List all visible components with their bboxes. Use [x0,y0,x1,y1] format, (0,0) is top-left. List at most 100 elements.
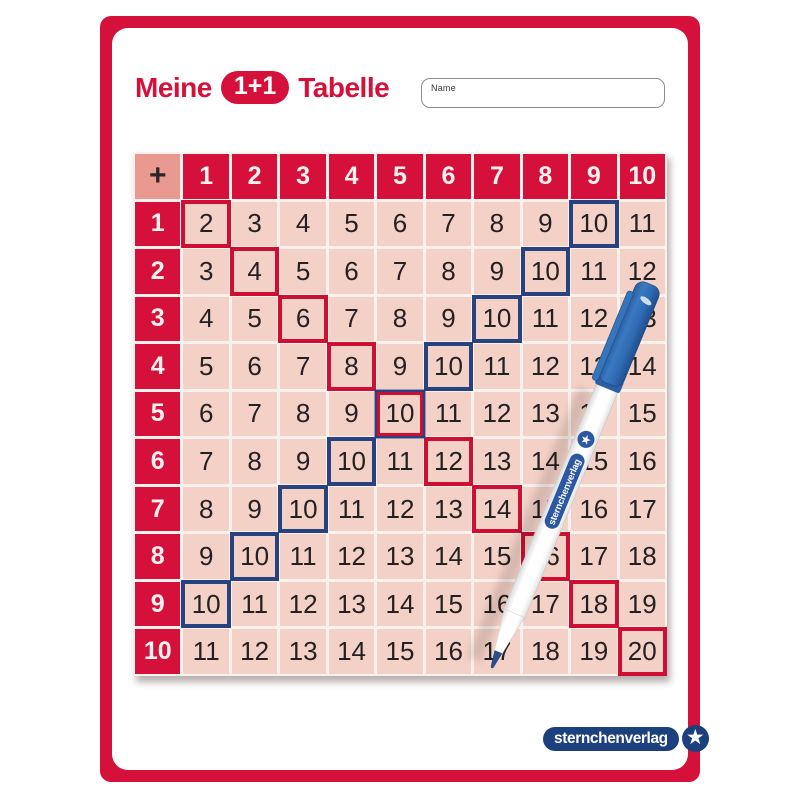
sum-cell: 5 [280,249,326,294]
sum-cell: 7 [231,391,278,437]
sum-cell: 12 [571,296,617,342]
sum-cell: 14 [522,439,569,484]
logo-text: sternchenverlag [543,726,679,751]
sum-cell: 10 [571,201,617,247]
sum-cell: 7 [280,344,326,389]
sum-cell: 14 [571,391,617,437]
sum-cell: 10 [474,296,520,342]
sum-cell: 9 [474,249,520,294]
sum-cell: 6 [280,296,326,342]
sum-cell: 13 [280,629,326,674]
sum-cell: 6 [377,201,423,247]
sum-cell: 5 [328,201,375,247]
sum-cell: 13 [377,534,423,579]
sum-cell: 12 [328,534,375,579]
column-header-cell: 3 [280,154,326,199]
sum-cell: 6 [231,344,278,389]
sum-cell: 9 [280,439,326,484]
sum-cell: 11 [571,249,617,294]
sum-cell: 11 [619,201,665,247]
sum-cell: 10 [522,249,569,294]
sum-cell: 11 [425,391,472,437]
sum-cell: 15 [425,581,472,627]
row-header-cell: 3 [135,296,181,342]
column-header-cell: 2 [231,154,278,199]
sum-cell: 13 [571,344,617,389]
sum-cell: 12 [231,629,278,674]
sum-cell: 8 [425,249,472,294]
sum-cell: 13 [474,439,520,484]
sum-cell: 17 [619,486,665,532]
addition-table: +1 2 3 4 5 6 7 8 9 10 1 2 3 4 5 6 7 8 9 10 11 2 3 4 5 6 7 8 9 10 11 12 3… [133,152,667,676]
sum-cell: 13 [619,296,665,342]
sum-cell: 11 [183,629,229,674]
sum-cell: 11 [328,486,375,532]
sum-cell: 12 [425,439,472,484]
sum-cell: 14 [474,486,520,532]
sum-cell: 7 [425,201,472,247]
sum-cell: 20 [619,629,665,674]
sum-cell: 10 [280,486,326,532]
sum-cell: 17 [571,534,617,579]
sum-cell: 15 [571,439,617,484]
row-header-cell: 6 [135,439,181,484]
sum-cell: 10 [425,344,472,389]
column-header-cell: 5 [377,154,423,199]
sum-cell: 18 [522,629,569,674]
brand-logo: sternchenverlag ★ [543,725,709,752]
sum-cell: 9 [328,391,375,437]
name-input[interactable]: Name [421,78,665,108]
sum-cell: 9 [522,201,569,247]
sum-cell: 8 [280,391,326,437]
sum-cell: 16 [522,534,569,579]
sum-cell: 19 [571,629,617,674]
sum-cell: 10 [328,439,375,484]
title-badge: 1+1 [220,71,290,104]
star-icon: ★ [681,725,709,752]
sum-cell: 14 [425,534,472,579]
sum-cell: 7 [183,439,229,484]
sum-cell: 7 [377,249,423,294]
sum-cell: 12 [522,344,569,389]
sum-cell: 9 [377,344,423,389]
sum-cell: 3 [183,249,229,294]
sum-cell: 8 [328,344,375,389]
card-frame: Meine 1+1 Tabelle Name +1 2 3 4 5 6 7 8 9 10 1 2 3 4 5… [100,16,709,782]
sum-cell: 13 [522,391,569,437]
sum-cell: 12 [280,581,326,627]
sum-cell: 4 [280,201,326,247]
title-suffix: Tabelle [298,71,390,103]
sum-cell: 11 [280,534,326,579]
operator-cell: + [135,154,181,199]
column-header-cell: 8 [522,154,569,199]
sum-cell: 16 [571,486,617,532]
sum-cell: 14 [328,629,375,674]
sum-cell: 6 [183,391,229,437]
card-inner: Meine 1+1 Tabelle Name +1 2 3 4 5 6 7 8 9 10 1 2 3 4 5… [112,28,709,770]
sum-cell: 11 [231,581,278,627]
sum-cell: 11 [377,439,423,484]
sum-cell: 5 [231,296,278,342]
row-header-cell: 9 [135,581,181,627]
sum-cell: 11 [474,344,520,389]
row-header-cell: 4 [135,344,181,389]
sum-cell: 16 [474,581,520,627]
sum-cell: 4 [183,296,229,342]
sum-cell: 9 [183,534,229,579]
sum-cell: 14 [619,344,665,389]
row-header-cell: 10 [135,629,181,674]
column-header-cell: 4 [328,154,375,199]
sum-cell: 16 [619,439,665,484]
sum-cell: 17 [522,581,569,627]
sum-cell: 11 [522,296,569,342]
sum-cell: 15 [474,534,520,579]
sum-cell: 8 [474,201,520,247]
sum-cell: 12 [619,249,665,294]
row-header-cell: 8 [135,534,181,579]
column-header-cell: 9 [571,154,617,199]
column-header-cell: 7 [474,154,520,199]
sum-cell: 15 [522,486,569,532]
sum-cell: 7 [328,296,375,342]
sum-cell: 18 [571,581,617,627]
sum-cell: 8 [231,439,278,484]
